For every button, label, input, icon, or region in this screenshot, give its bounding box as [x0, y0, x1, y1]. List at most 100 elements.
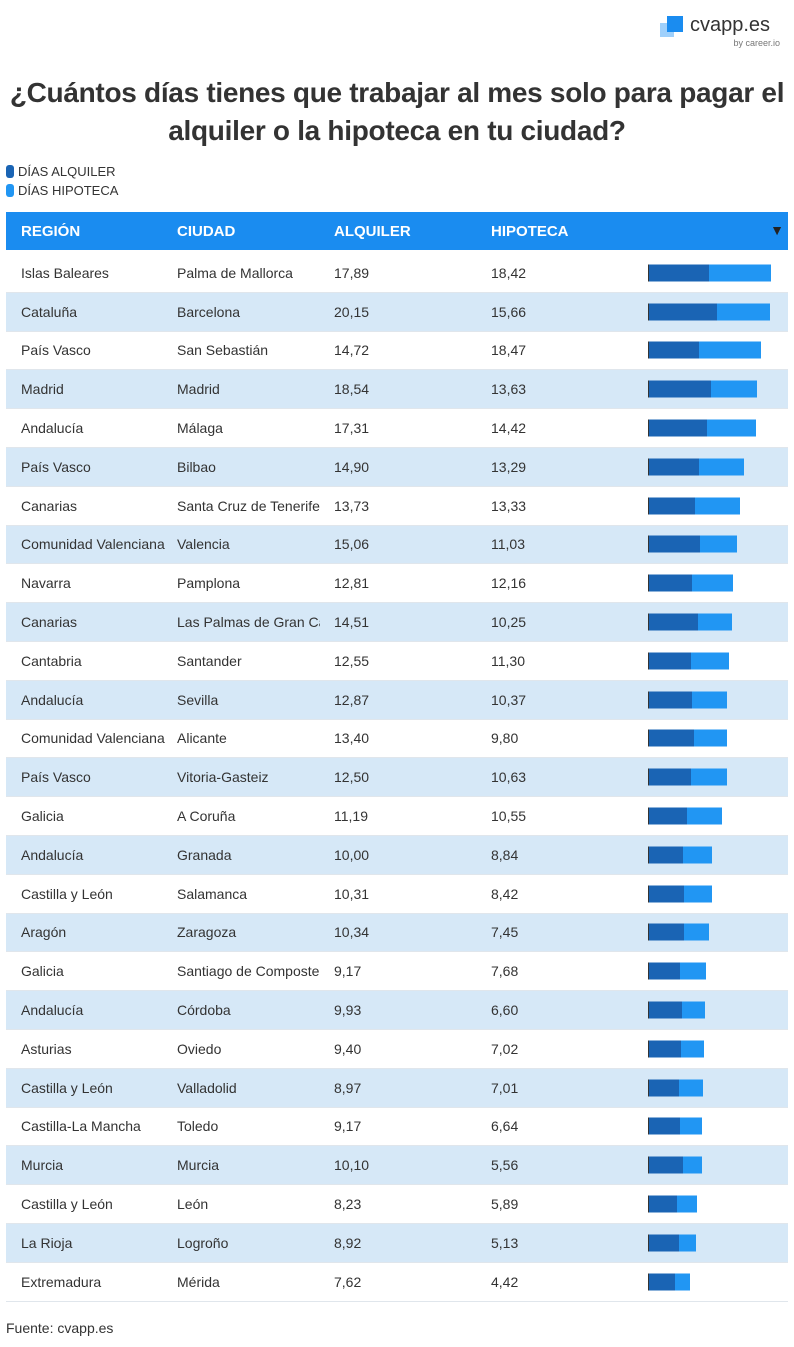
cell-region: Castilla y León — [21, 885, 113, 902]
stacked-bar — [648, 1234, 697, 1252]
cell-hipoteca: 9,80 — [491, 730, 519, 747]
legend-item-alquiler: DÍAS ALQUILER — [6, 162, 118, 181]
cell-ciudad: León — [177, 1196, 209, 1213]
cell-region: Castilla-La Mancha — [21, 1118, 141, 1135]
stacked-bar — [648, 768, 727, 786]
bar-alquiler — [649, 1079, 680, 1097]
sort-down-icon[interactable]: ▼ — [770, 222, 784, 238]
stacked-bar — [648, 962, 706, 980]
bar-hipoteca — [716, 303, 770, 321]
bar-hipoteca — [679, 1117, 703, 1135]
cell-ciudad: Oviedo — [177, 1040, 222, 1057]
header-region[interactable]: REGIÓN — [21, 222, 81, 240]
table-row: Comunidad Valenciana Alicante 13,40 9,80 — [6, 720, 788, 759]
cell-alquiler: 9,17 — [334, 1118, 362, 1135]
cell-hipoteca: 14,42 — [491, 420, 527, 437]
cell-region: Navarra — [21, 575, 71, 592]
bar-hipoteca — [711, 380, 758, 398]
cell-region: Castilla y León — [21, 1079, 113, 1096]
header-alquiler[interactable]: ALQUILER — [334, 222, 411, 240]
table-row: Galicia A Coruña 11,19 10,55 — [6, 797, 788, 836]
cell-ciudad: Sevilla — [177, 691, 219, 708]
stacked-bar — [648, 497, 741, 515]
stacked-bar — [648, 691, 728, 709]
table-row: La Rioja Logroño 8,92 5,13 — [6, 1223, 788, 1263]
cell-ciudad: Zaragoza — [177, 924, 237, 941]
stacked-bar — [648, 1195, 697, 1213]
cell-region: País Vasco — [21, 342, 91, 359]
table-row: Extremadura Mérida 7,62 4,42 — [6, 1263, 788, 1302]
header-ciudad[interactable]: CIUDAD — [177, 222, 236, 240]
bar-alquiler — [649, 691, 693, 709]
cell-ciudad: Palma de Mallorca — [177, 264, 293, 281]
table-row: Andalucía Granada 10,00 8,84 — [6, 835, 788, 875]
table-row: Galicia Santiago de Compostela 9,17 7,68 — [6, 952, 788, 992]
cell-ciudad: Santa Cruz de Tenerife — [177, 497, 320, 514]
table-row: Andalucía Málaga 17,31 14,42 — [6, 409, 788, 448]
stacked-bar — [648, 923, 709, 941]
bar-alquiler — [649, 807, 687, 825]
cell-region: Castilla y León — [21, 1196, 113, 1213]
bar-alquiler — [649, 574, 693, 592]
stacked-bar — [648, 1273, 690, 1291]
cell-ciudad: Vitoria-Gasteiz — [177, 769, 269, 786]
cell-region: País Vasco — [21, 769, 91, 786]
cell-ciudad: Madrid — [177, 381, 220, 398]
bar-hipoteca — [691, 652, 730, 670]
table-body: Islas Baleares Palma de Mallorca 17,89 18,4… — [6, 254, 788, 1302]
bar-alquiler — [649, 1156, 684, 1174]
cell-alquiler: 7,62 — [334, 1273, 362, 1290]
cell-region: Andalucía — [21, 1002, 84, 1019]
legend: DÍAS ALQUILER DÍAS HIPOTECA — [6, 162, 118, 200]
logo-byline: by career.io — [733, 38, 780, 48]
cell-hipoteca: 7,68 — [491, 963, 519, 980]
bar-hipoteca — [683, 1156, 702, 1174]
bar-hipoteca — [682, 1001, 705, 1019]
cell-ciudad: Barcelona — [177, 303, 241, 320]
bar-hipoteca — [695, 497, 741, 515]
logo-name: cvapp.es — [690, 14, 771, 36]
table-row: Andalucía Sevilla 12,87 10,37 — [6, 680, 788, 720]
cell-ciudad: Murcia — [177, 1157, 220, 1174]
data-table: REGIÓN CIUDAD ALQUILER HIPOTECA ▼ Islas … — [6, 212, 788, 1302]
cell-hipoteca: 10,55 — [491, 808, 527, 825]
stacked-bar — [648, 1001, 705, 1019]
bar-hipoteca — [679, 1079, 703, 1097]
bar-hipoteca — [697, 613, 733, 631]
cell-ciudad: Alicante — [177, 730, 227, 747]
bar-alquiler — [649, 768, 692, 786]
table-row: Castilla y León León 8,23 5,89 — [6, 1185, 788, 1224]
bar-hipoteca — [699, 535, 737, 553]
cell-hipoteca: 13,63 — [491, 381, 527, 398]
cell-hipoteca: 6,64 — [491, 1118, 519, 1135]
bar-hipoteca — [679, 962, 706, 980]
header-hipoteca[interactable]: HIPOTECA — [491, 222, 569, 240]
cell-hipoteca: 10,37 — [491, 691, 527, 708]
bar-alquiler — [649, 419, 708, 437]
cell-alquiler: 10,34 — [334, 924, 370, 941]
cell-region: Canarias — [21, 614, 78, 631]
legend-item-hipoteca: DÍAS HIPOTECA — [6, 181, 118, 200]
cell-alquiler: 20,15 — [334, 303, 370, 320]
stacked-bar — [648, 1156, 702, 1174]
cell-alquiler: 14,90 — [334, 458, 370, 475]
cell-hipoteca: 5,56 — [491, 1157, 519, 1174]
cell-region: Andalucía — [21, 846, 84, 863]
table-row: País Vasco Bilbao 14,90 13,29 — [6, 447, 788, 487]
bar-alquiler — [649, 380, 712, 398]
cell-hipoteca: 7,02 — [491, 1040, 519, 1057]
stacked-bar — [648, 885, 713, 903]
table-row: Andalucía Córdoba 9,93 6,60 — [6, 991, 788, 1030]
bar-alquiler — [649, 729, 695, 747]
table-row: Castilla y León Valladolid 8,97 7,01 — [6, 1068, 788, 1108]
stacked-bar — [648, 380, 758, 398]
stacked-bar — [648, 419, 756, 437]
cell-region: Comunidad Valenciana — [21, 536, 165, 553]
cell-region: Murcia — [21, 1157, 64, 1174]
page-title: ¿Cuántos días tienes que trabajar al mes… — [9, 77, 785, 146]
cell-region: Galicia — [21, 808, 64, 825]
cell-ciudad: Toledo — [177, 1118, 219, 1135]
cell-alquiler: 14,72 — [334, 342, 370, 359]
bar-alquiler — [649, 1273, 675, 1291]
stacked-bar — [648, 652, 730, 670]
